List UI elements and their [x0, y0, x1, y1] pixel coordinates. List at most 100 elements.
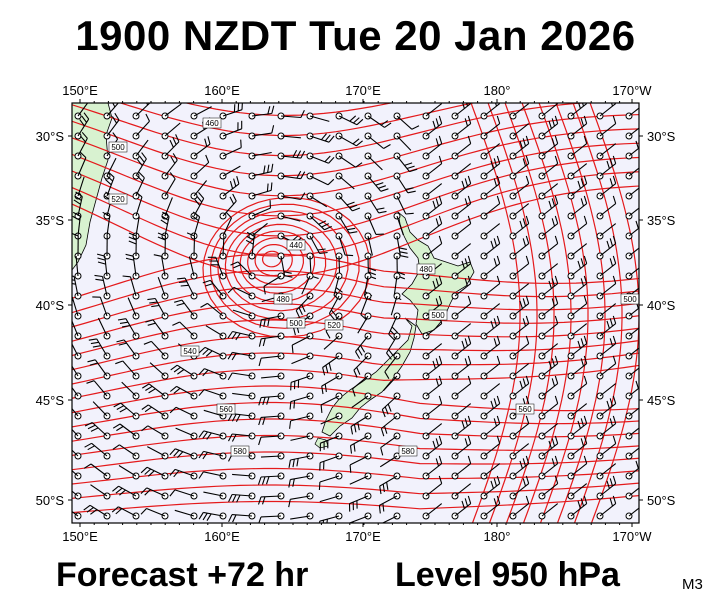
- wind-barb: [509, 335, 530, 360]
- wind-barb: [625, 458, 639, 480]
- contour-line-south: [72, 286, 639, 328]
- wind-barb: [232, 392, 256, 400]
- wind-barb: [625, 427, 639, 440]
- contour-line-south: [72, 385, 639, 414]
- wind-barb: [72, 343, 82, 360]
- wind-barb: [320, 392, 343, 413]
- wind-barb: [295, 292, 314, 318]
- wind-barb: [596, 143, 617, 160]
- wind-barb: [335, 212, 358, 234]
- wind-barb: [116, 339, 140, 360]
- wind-barb: [219, 120, 243, 140]
- contour-label: 560: [515, 403, 535, 415]
- wind-barb: [248, 151, 272, 160]
- wind-barb: [198, 368, 227, 380]
- wind-barb: [567, 375, 588, 400]
- wind-barb: [422, 103, 443, 120]
- wind-barb: [219, 176, 240, 200]
- wind-barb: [538, 155, 559, 180]
- wind-barb: [422, 135, 443, 160]
- wind-barb: [83, 463, 111, 480]
- wind-barb: [306, 212, 332, 231]
- lon-label-top: 150°E: [62, 83, 98, 98]
- contour-line-north: [72, 171, 639, 257]
- wind-barb: [509, 103, 530, 120]
- wind-barb: [509, 235, 530, 260]
- wind-barb: [451, 375, 472, 400]
- wind-barb: [227, 330, 256, 341]
- wind-barb: [190, 106, 212, 120]
- wind-barb: [83, 504, 111, 520]
- wind-barb: [538, 423, 559, 440]
- wind-barb: [277, 132, 301, 140]
- wind-barb: [451, 255, 472, 280]
- wind-barb: [335, 132, 363, 147]
- wind-barb: [335, 232, 354, 257]
- wind-barb: [625, 127, 639, 140]
- lat-label-right: 45°S: [647, 393, 676, 408]
- wind-barb: [219, 211, 232, 240]
- wind-barb: [147, 297, 169, 320]
- wind-barb: [596, 415, 617, 440]
- wind-barb: [306, 252, 319, 280]
- wind-barb: [320, 412, 343, 425]
- wind-barb: [480, 335, 501, 360]
- wind-barb: [198, 430, 227, 440]
- contour-line-north: [60, 36, 660, 75]
- wind-barb: [306, 132, 335, 143]
- map-title: 1900 NZDT Tue 20 Jan 2026: [75, 12, 636, 59]
- wind-barb: [625, 187, 639, 200]
- wind-barb: [94, 274, 111, 300]
- wind-barb: [92, 401, 111, 420]
- wind-barb: [480, 255, 501, 280]
- wind-barb: [258, 432, 285, 446]
- wind-barb: [160, 211, 170, 240]
- wind-barb: [625, 318, 639, 340]
- contour-line-north: [184, 103, 394, 117]
- wind-barb: [74, 103, 89, 120]
- wind-barb: [451, 415, 472, 440]
- wind-barb: [318, 472, 343, 491]
- wind-barb: [112, 485, 140, 500]
- wind-barb: [509, 443, 530, 460]
- wind-barb: [328, 292, 343, 321]
- svg-text:520: 520: [327, 321, 341, 330]
- wind-barb: [169, 468, 198, 480]
- wind-barb: [277, 252, 293, 278]
- wind-barb: [219, 165, 241, 180]
- contour-line-south: [72, 482, 639, 499]
- wind-barb: [132, 103, 151, 120]
- model-code: M3: [682, 576, 703, 593]
- wind-barb: [203, 491, 227, 500]
- wind-barb: [87, 359, 111, 380]
- wind-barb: [625, 158, 639, 180]
- wind-barb: [625, 267, 639, 280]
- wind-barb: [451, 195, 472, 220]
- wind-barb: [230, 261, 256, 280]
- wind-barb: [90, 484, 111, 500]
- wind-barb: [364, 212, 384, 235]
- wind-barb: [190, 192, 205, 220]
- wind-barb: [86, 380, 111, 400]
- wind-barb: [567, 135, 588, 160]
- wind-barb: [219, 235, 227, 260]
- wind-barb: [335, 172, 355, 190]
- wind-barb: [306, 232, 328, 255]
- contour-line-north: [118, 103, 477, 137]
- wind-barb: [625, 378, 639, 400]
- lon-label-bottom: 150°E: [62, 529, 98, 544]
- wind-barb: [596, 275, 617, 300]
- svg-text:540: 540: [183, 347, 197, 356]
- wind-barb: [393, 112, 420, 130]
- wind-barb: [174, 509, 198, 520]
- wind-barb: [143, 340, 169, 360]
- wind-barb: [319, 452, 343, 471]
- wind-barb: [509, 155, 530, 180]
- wind-barb: [260, 452, 285, 460]
- wind-barb: [538, 375, 559, 400]
- wind-barb: [145, 319, 169, 340]
- wind-barb: [480, 315, 501, 340]
- wind-barb: [227, 372, 256, 381]
- lat-label-right: 40°S: [647, 298, 676, 313]
- contour-line-north: [72, 185, 639, 277]
